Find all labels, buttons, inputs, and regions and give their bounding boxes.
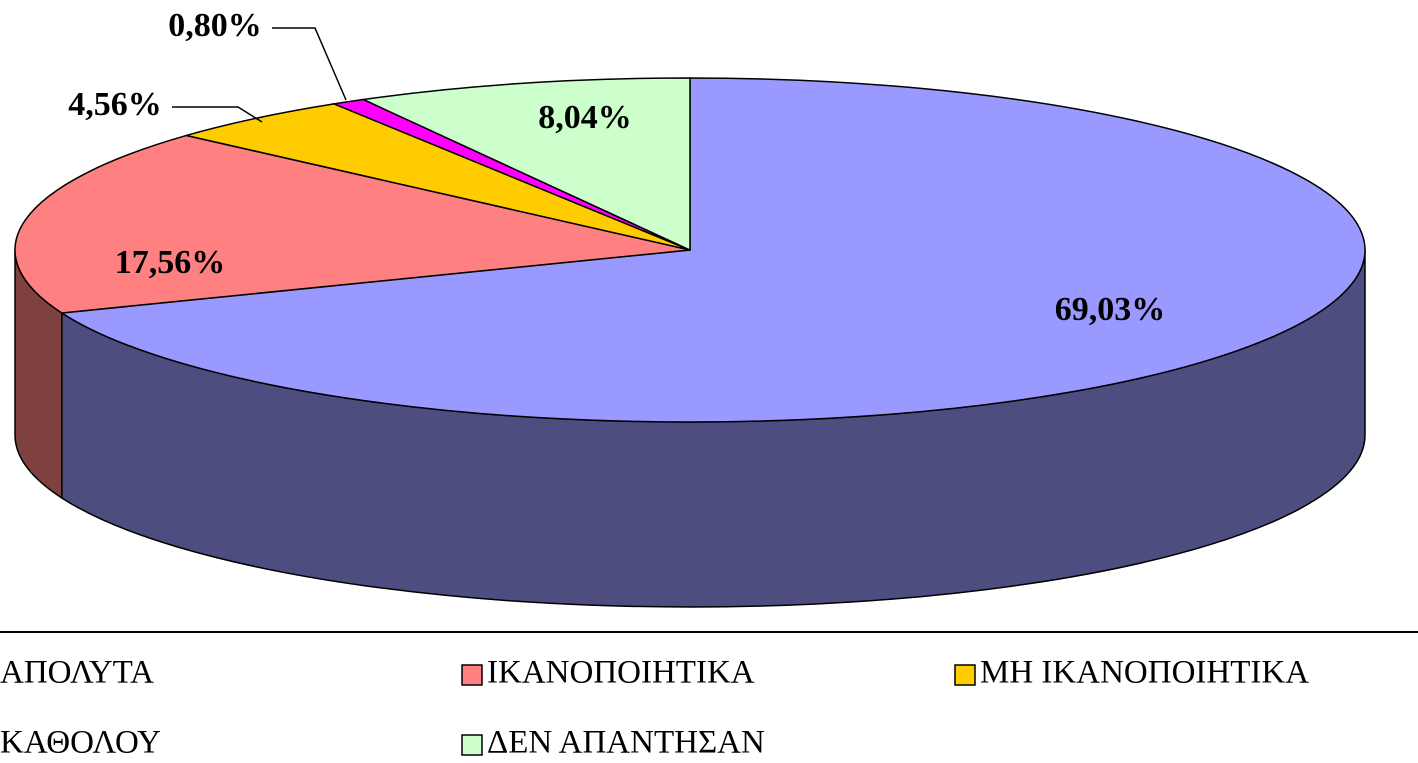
data-label: 8,04%: [538, 99, 632, 136]
data-label: 0,80%: [168, 7, 262, 44]
legend-label: ΔΕΝ ΑΠΑΝΤΗΣΑΝ: [487, 725, 765, 761]
legend-swatch: [461, 664, 483, 686]
legend-label: ΚΑΘΟΛΟΥ: [0, 725, 161, 761]
pie-slice: [59, 77, 1366, 423]
data-label: 4,56%: [68, 86, 162, 123]
data-label: 17,56%: [115, 244, 226, 281]
legend-label: ΙΚΑΝΟΠΟΙΗΤΙΚΑ: [487, 655, 755, 691]
legend-label: ΑΠΟΛΥΤΑ: [0, 655, 154, 691]
data-label: 69,03%: [1055, 291, 1166, 328]
legend-swatch: [461, 734, 483, 756]
pie-slice: [360, 77, 691, 252]
legend-swatch: [954, 664, 976, 686]
legend-label: ΜΗ ΙΚΑΝΟΠΟΙΗΤΙΚΑ: [980, 655, 1309, 691]
pie-slice: [14, 134, 691, 314]
leader-line: [272, 27, 347, 101]
leader-line: [172, 106, 263, 123]
